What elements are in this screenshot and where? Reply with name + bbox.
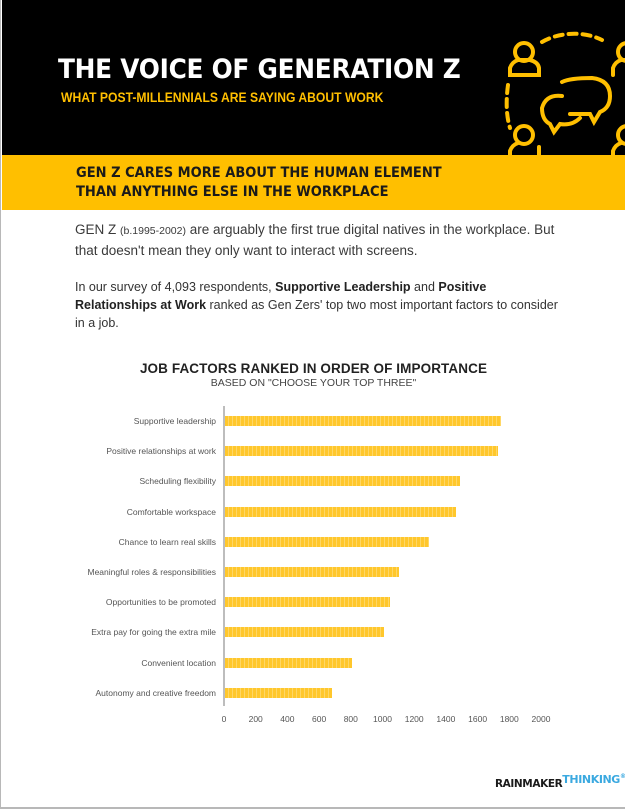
y-axis-line <box>223 406 225 706</box>
bar <box>225 567 400 577</box>
conjunction-text: and <box>410 280 439 294</box>
bar <box>225 536 430 547</box>
intro-birth-years: (b.1995-2002) <box>120 225 186 237</box>
intro-lead: GEN Z <box>75 222 121 237</box>
highlight-positive-relationships: Positive Relationships at Work <box>75 280 487 312</box>
bar-label: Extra pay for going the extra mile <box>91 627 216 638</box>
intro-text: GEN Z (b.1995-2002) are arguably the fir… <box>75 220 565 350</box>
bar-label: Meaningful roles & responsibilities <box>87 567 216 577</box>
bar <box>225 627 384 638</box>
bar-label: Convenient location <box>141 657 216 668</box>
bar-row: Meaningful roles & responsibilities <box>1 565 625 579</box>
highlight-supportive-leadership: Supportive Leadership <box>275 280 411 294</box>
chart-title: JOB FACTORS RANKED IN ORDER OF IMPORTANC… <box>139 361 488 376</box>
x-tick-label: 800 <box>343 714 358 724</box>
x-tick-label: 200 <box>248 714 263 724</box>
bar <box>225 416 501 426</box>
survey-text: In our survey of 4,093 respondents, <box>75 280 276 294</box>
bar-chart: Supportive leadership Positive relationsh… <box>1 400 625 730</box>
bar-row: Autonomy and creative freedom <box>1 686 625 700</box>
x-tick-label: 1400 <box>436 714 456 724</box>
registered-mark: ® <box>619 773 625 780</box>
bar <box>225 687 332 698</box>
chart-subtitle: BASED ON "CHOOSE YOUR TOP THREE" <box>210 377 417 389</box>
bar-row: Chance to learn real skills <box>1 535 625 549</box>
page-title: THE VOICE OF GENERATION Z <box>58 54 461 85</box>
ranking-text: ranked as Gen Zers' top two most importa… <box>75 298 558 330</box>
bar <box>225 657 352 668</box>
x-tick-label: 1800 <box>499 714 519 724</box>
logo-rainmaker: RAINMAKER <box>495 778 563 790</box>
headline-text: GEN Z CARES MORE ABOUT THE HUMAN ELEMENT… <box>76 164 442 202</box>
bar-row: Positive relationships at work <box>1 444 625 458</box>
bar-label: Supportive leadership <box>133 416 216 426</box>
x-tick-label: 1600 <box>468 714 488 724</box>
bar <box>225 506 457 517</box>
x-tick-label: 1200 <box>404 714 424 724</box>
bar-label: Opportunities to be promoted <box>105 597 216 608</box>
bar-row: Extra pay for going the extra mile <box>1 625 625 639</box>
bar-row: Supportive leadership <box>1 414 625 428</box>
bar-row: Opportunities to be promoted <box>1 595 625 609</box>
bar-label: Autonomy and creative freedom <box>95 687 216 698</box>
headline-line-2: THAN ANYTHING ELSE IN THE WORKPLACE <box>76 184 389 200</box>
bar-label: Positive relationships at work <box>106 446 216 457</box>
x-tick-label: 1000 <box>373 714 392 724</box>
bar-label: Comfortable workspace <box>126 506 216 517</box>
bar-label: Scheduling flexibility <box>139 476 216 487</box>
bar <box>225 597 390 608</box>
rainmaker-thinking-logo: RAINMAKERTHINKING® <box>495 773 625 790</box>
intro-paragraph-2: In our survey of 4,093 respondents, Supp… <box>75 278 565 332</box>
bar-row: Scheduling flexibility <box>1 474 625 488</box>
headline-band: GEN Z CARES MORE ABOUT THE HUMAN ELEMENT… <box>2 155 625 210</box>
x-tick-label: 400 <box>280 714 295 724</box>
bar-row: Convenient location <box>1 656 625 670</box>
x-tick-label: 0 <box>221 714 227 724</box>
x-tick-label: 600 <box>312 714 327 724</box>
intro-rest: are arguably the first true digital nati… <box>75 222 555 258</box>
x-tick-label: 2000 <box>531 714 551 724</box>
intro-paragraph-1: GEN Z (b.1995-2002) are arguably the fir… <box>75 220 565 260</box>
bar-row: Comfortable workspace <box>1 505 625 519</box>
bar <box>225 446 498 457</box>
header-banner: THE VOICE OF GENERATION Z WHAT POST-MILL… <box>2 0 625 155</box>
bar-label: Chance to learn real skills <box>118 536 216 547</box>
bar <box>225 476 460 487</box>
page-subtitle: WHAT POST-MILLENNIALS ARE SAYING ABOUT W… <box>61 90 384 105</box>
people-conversation-icon <box>504 31 625 155</box>
logo-thinking: THINKING <box>562 773 620 786</box>
headline-line-1: GEN Z CARES MORE ABOUT THE HUMAN ELEMENT <box>76 165 442 181</box>
